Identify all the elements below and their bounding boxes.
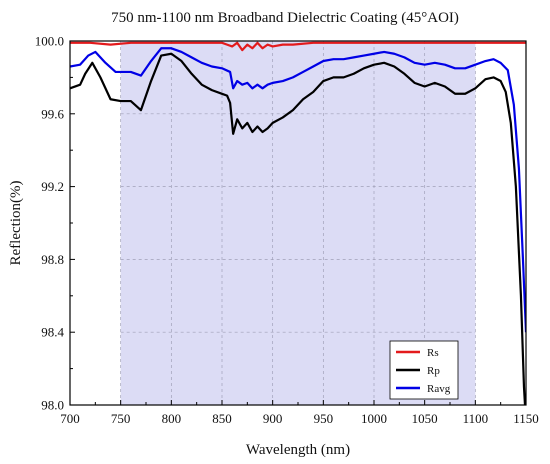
x-tick-label-8: 1100 <box>463 411 489 426</box>
x-tick-label-9: 1150 <box>513 411 539 426</box>
series-line-rp <box>70 52 526 405</box>
x-tick-label-5: 950 <box>314 411 334 426</box>
legend-label-rs: Rs <box>427 347 439 359</box>
legend: Rs Rp Ravg <box>389 340 459 400</box>
x-tick-label-0: 700 <box>60 411 80 426</box>
series-layer <box>70 41 526 405</box>
legend-label-ravg: Ravg <box>427 383 451 395</box>
y-tick-label-5: 100.0 <box>35 34 64 49</box>
x-tick-label-4: 900 <box>263 411 283 426</box>
y-tick-label-4: 99.6 <box>41 106 64 121</box>
series-line-rs <box>70 41 526 52</box>
y-axis-label: Reflection(%) <box>8 181 24 266</box>
y-tick-label-0: 98.0 <box>41 398 64 413</box>
x-tick-label-6: 1000 <box>361 411 387 426</box>
x-tick-label-2: 800 <box>162 411 182 426</box>
x-tick-label-7: 1050 <box>412 411 438 426</box>
x-axis-label: Wavelength (nm) <box>246 442 350 458</box>
y-tick-label-2: 98.8 <box>41 252 64 267</box>
y-axis-ticks: 98.0 98.4 98.8 99.2 99.6 100.0 <box>35 34 75 413</box>
x-axis-ticks: 700 750 800 850 900 950 1000 1050 1100 1150 <box>60 400 539 426</box>
series-line-ravg <box>70 47 526 333</box>
x-tick-label-3: 850 <box>212 411 232 426</box>
y-tick-label-3: 99.2 <box>41 179 64 194</box>
x-tick-label-1: 750 <box>111 411 131 426</box>
legend-label-rp: Rp <box>427 365 440 377</box>
y-tick-label-1: 98.4 <box>41 325 64 340</box>
chart-title: 750 nm-1100 nm Broadband Dielectric Coat… <box>111 10 459 26</box>
